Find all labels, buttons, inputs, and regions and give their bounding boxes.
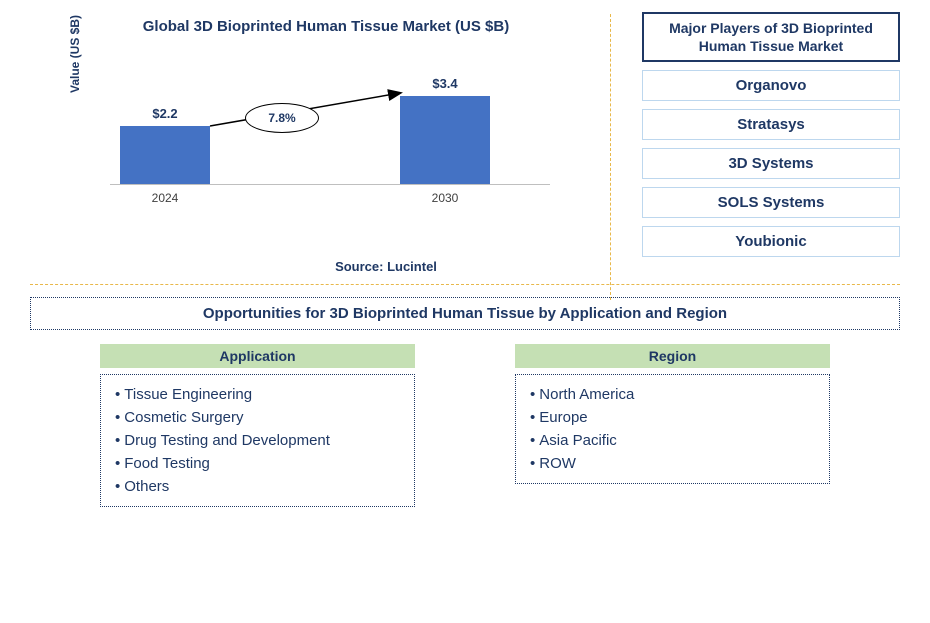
bullet-icon: • <box>115 432 120 449</box>
opportunity-column: Region •North America•Europe•Asia Pacific… <box>515 344 830 507</box>
column-body: •North America•Europe•Asia Pacific•ROW <box>515 374 830 484</box>
list-item: •Others <box>115 475 400 498</box>
player-item: 3D Systems <box>642 148 900 179</box>
list-item: •Asia Pacific <box>530 429 815 452</box>
y-axis-label: Value (US $B) <box>68 15 82 93</box>
bullet-icon: • <box>530 409 535 426</box>
bar-value-label: $2.2 <box>120 106 210 121</box>
player-item: Stratasys <box>642 109 900 140</box>
horizontal-divider <box>30 284 900 285</box>
chart-bar: $2.2 <box>120 126 210 184</box>
list-item: •Tissue Engineering <box>115 383 400 406</box>
list-item: •Europe <box>530 406 815 429</box>
column-header: Application <box>100 344 415 368</box>
opportunities-row: Application •Tissue Engineering•Cosmetic … <box>30 344 900 507</box>
bar-value-label: $3.4 <box>400 76 490 91</box>
top-row: Global 3D Bioprinted Human Tissue Market… <box>30 12 900 274</box>
bullet-icon: • <box>530 455 535 472</box>
list-item: •Cosmetic Surgery <box>115 406 400 429</box>
opportunities-title: Opportunities for 3D Bioprinted Human Ti… <box>30 297 900 330</box>
chart-title: Global 3D Bioprinted Human Tissue Market… <box>30 18 622 35</box>
bullet-icon: • <box>115 478 120 495</box>
list-item: •ROW <box>530 452 815 475</box>
chart-bar: $3.4 <box>400 96 490 184</box>
list-item: •Food Testing <box>115 452 400 475</box>
bar-x-label: 2024 <box>120 191 210 205</box>
source-label: Source: Lucintel <box>150 259 622 274</box>
column-header: Region <box>515 344 830 368</box>
column-body: •Tissue Engineering•Cosmetic Surgery•Dru… <box>100 374 415 507</box>
players-panel: Major Players of 3D Bioprinted Human Tis… <box>642 12 900 274</box>
opportunity-column: Application •Tissue Engineering•Cosmetic … <box>100 344 415 507</box>
player-item: Organovo <box>642 70 900 101</box>
bullet-icon: • <box>115 455 120 472</box>
bullet-icon: • <box>115 409 120 426</box>
list-item: •Drug Testing and Development <box>115 429 400 452</box>
bullet-icon: • <box>530 386 535 403</box>
list-item: •North America <box>530 383 815 406</box>
bar-x-label: 2030 <box>400 191 490 205</box>
player-item: SOLS Systems <box>642 187 900 218</box>
bullet-icon: • <box>530 432 535 449</box>
growth-rate-oval: 7.8% <box>245 103 319 133</box>
player-item: Youbionic <box>642 226 900 257</box>
bullet-icon: • <box>115 386 120 403</box>
players-title: Major Players of 3D Bioprinted Human Tis… <box>642 12 900 62</box>
bar-chart: Value (US $B) $2.22024$3.42030 7.8% <box>110 53 550 203</box>
chart-panel: Global 3D Bioprinted Human Tissue Market… <box>30 12 622 274</box>
growth-rate-value: 7.8% <box>268 111 295 125</box>
